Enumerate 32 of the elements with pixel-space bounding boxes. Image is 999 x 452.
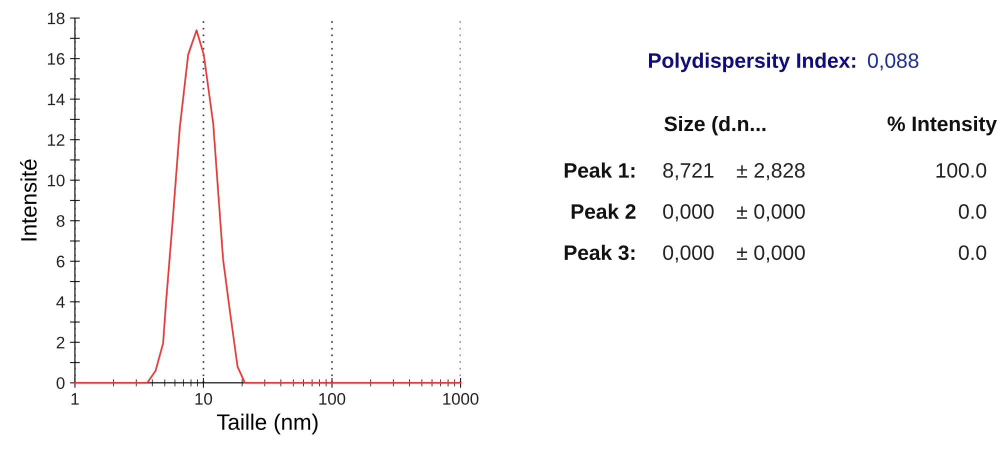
y-tick-label: 16 bbox=[48, 53, 64, 65]
y-tick-label: 0 bbox=[56, 377, 65, 390]
text: 0,088 bbox=[868, 53, 918, 70]
text: 100.0 bbox=[936, 163, 986, 178]
x-tick-label: 100 bbox=[319, 393, 346, 405]
text: Polydispersity Index: bbox=[648, 52, 856, 72]
text: 8,721 bbox=[663, 163, 714, 180]
y-tick-label: 8 bbox=[56, 215, 64, 227]
text: % Intensity bbox=[888, 116, 997, 136]
y-tick-label: 2 bbox=[56, 336, 64, 348]
text: 0.0 bbox=[958, 204, 986, 219]
text: Peak 2 bbox=[572, 204, 636, 219]
y-tick-label: 14 bbox=[48, 94, 65, 106]
text: ± 0,000 bbox=[736, 245, 805, 263]
x-tick-label: 1000 bbox=[443, 393, 478, 405]
text: Size (d.n... bbox=[664, 116, 766, 136]
text: 0,000 bbox=[663, 245, 714, 263]
text: ± 0,000 bbox=[736, 204, 805, 222]
y-tick-label: 12 bbox=[48, 134, 64, 146]
y-tick-label: 4 bbox=[56, 296, 65, 308]
text: Peak 3: bbox=[564, 244, 634, 260]
y-tick-label: 18 bbox=[48, 12, 64, 24]
text: 0,000 bbox=[663, 204, 714, 222]
x-axis-title: Taille (nm) bbox=[217, 414, 318, 434]
text: 0.0 bbox=[958, 245, 986, 260]
x-tick-label: 1 bbox=[72, 393, 79, 405]
text: Peak 1: bbox=[564, 162, 634, 178]
text: ± 2,828 bbox=[736, 163, 805, 180]
x-tick-label: 10 bbox=[195, 393, 212, 405]
y-tick-label: 10 bbox=[48, 174, 65, 186]
y-tick-label: 6 bbox=[56, 256, 64, 268]
y-axis-title: Intensité bbox=[20, 159, 37, 240]
